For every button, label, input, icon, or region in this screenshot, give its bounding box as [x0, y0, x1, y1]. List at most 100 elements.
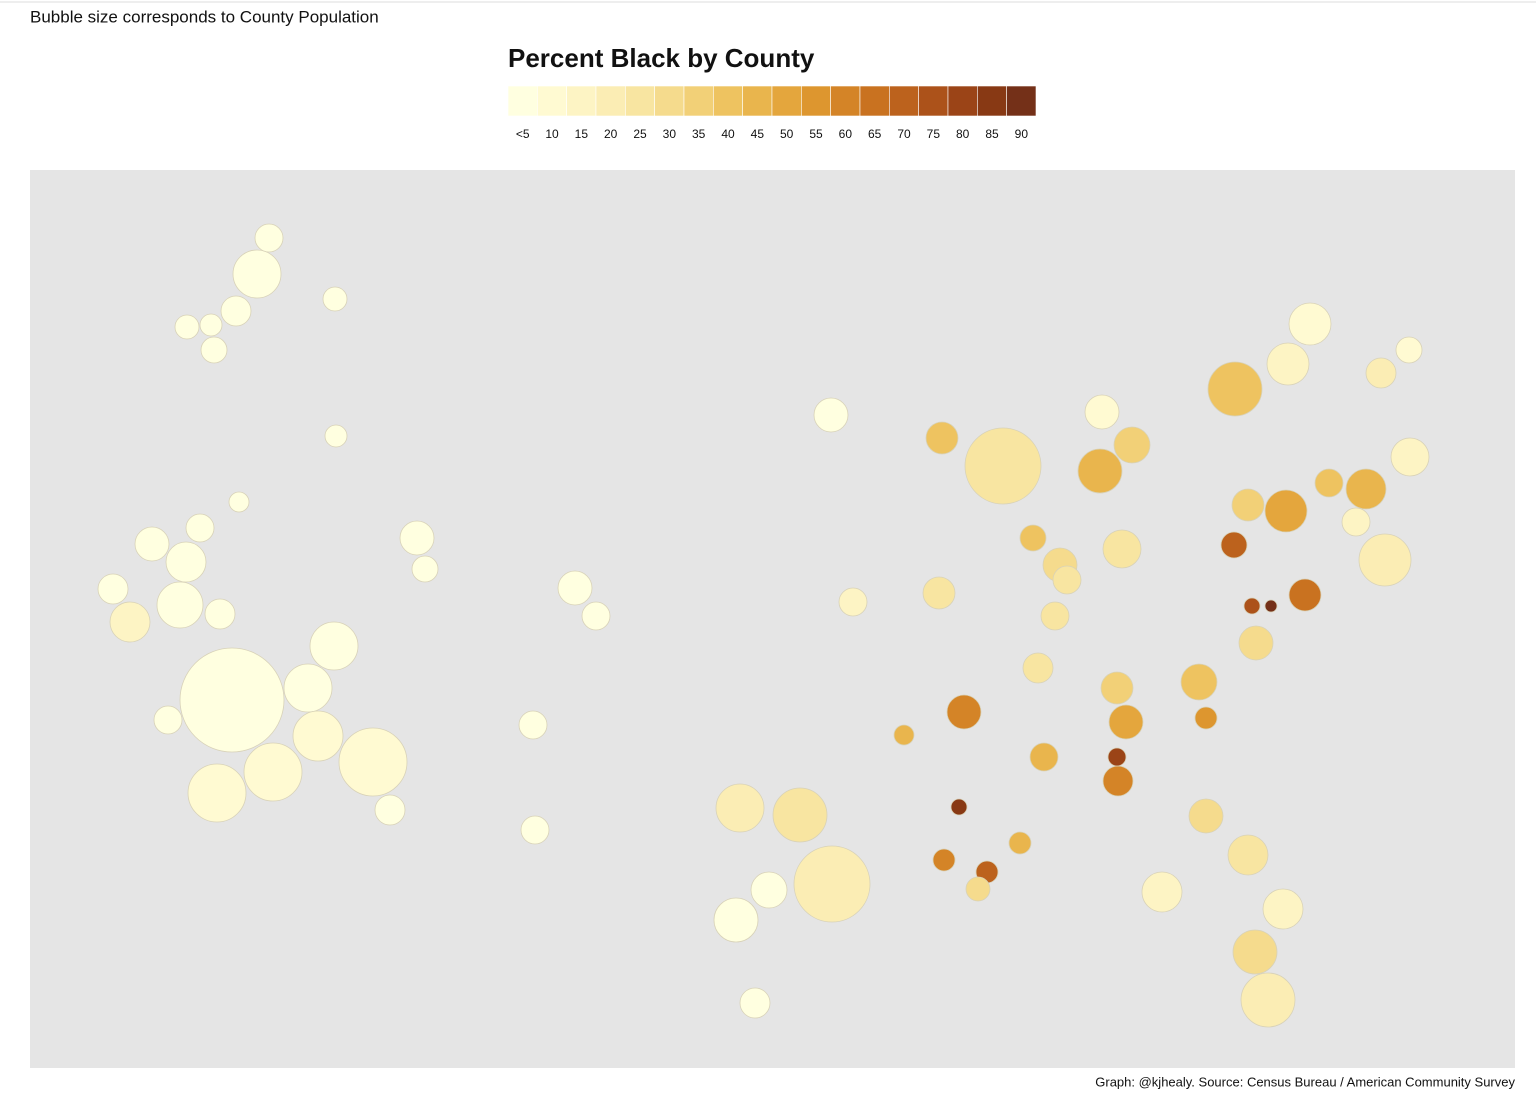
subtitle: Bubble size corresponds to County Popula… — [30, 7, 379, 26]
legend-label: 65 — [868, 127, 882, 141]
county-bubble — [1180, 663, 1218, 701]
county-bubble — [204, 598, 236, 630]
county-bubble — [1358, 533, 1412, 587]
county-bubble — [97, 573, 129, 605]
county-bubble — [1108, 704, 1144, 740]
legend-swatch — [595, 85, 626, 117]
county-bubble — [1314, 468, 1344, 498]
county-bubble — [946, 694, 982, 730]
map-panel — [30, 170, 1515, 1068]
legend-label: 20 — [604, 127, 618, 141]
legend-label: 70 — [897, 127, 911, 141]
county-bubble — [399, 520, 435, 556]
county-bubble — [1029, 742, 1059, 772]
legend-label: 80 — [956, 127, 970, 141]
legend-swatch — [889, 85, 919, 117]
caption: Graph: @kjhealy. Source: Census Bureau /… — [1095, 1074, 1515, 1089]
legend: <5 10 15 20 25 30 35 40 45 50 55 60 65 70 75 80 85 90 — [507, 85, 1037, 141]
county-bubble — [1102, 529, 1142, 569]
county-bubble — [1288, 578, 1322, 612]
county-bubble — [518, 710, 548, 740]
county-bubble — [156, 581, 204, 629]
county-bubble — [134, 526, 170, 562]
county-bubble — [1052, 565, 1082, 595]
county-bubble — [750, 871, 788, 909]
county-bubble — [772, 787, 828, 843]
county-bubble — [1084, 394, 1120, 430]
county-bubble — [199, 313, 223, 337]
legend-label: 85 — [985, 127, 999, 141]
legend-label: 25 — [633, 127, 647, 141]
legend-swatch — [801, 85, 831, 117]
county-bubble — [179, 647, 285, 753]
legend-label: 55 — [809, 127, 823, 141]
county-bubble — [292, 710, 344, 762]
legend-label: 10 — [545, 127, 559, 141]
legend-label: 75 — [927, 127, 941, 141]
legend-swatch — [830, 85, 861, 117]
county-bubble — [1113, 426, 1151, 464]
county-bubble — [1264, 599, 1278, 613]
county-bubble — [174, 314, 200, 340]
legend-swatch — [625, 85, 655, 117]
county-bubble — [1040, 601, 1070, 631]
county-bubble — [1238, 625, 1274, 661]
legend-label: 90 — [1015, 127, 1029, 141]
county-bubble — [1102, 765, 1134, 797]
county-bubble — [932, 848, 956, 872]
bubbles — [97, 223, 1430, 1028]
county-bubble — [1341, 507, 1371, 537]
county-bubble — [713, 897, 759, 943]
county-bubble — [185, 513, 215, 543]
county-bubble — [109, 601, 151, 643]
county-bubble — [1008, 831, 1032, 855]
county-bubble — [922, 576, 956, 610]
county-bubble — [1264, 489, 1308, 533]
county-bubble — [925, 421, 959, 455]
county-bubble — [1266, 342, 1310, 386]
legend-swatch — [859, 85, 890, 117]
legend-swatch — [742, 85, 773, 117]
county-bubble — [1019, 524, 1047, 552]
county-bubble — [200, 336, 228, 364]
legend-title: Percent Black by County — [508, 43, 815, 73]
county-bubble — [1207, 361, 1263, 417]
county-bubble — [715, 783, 765, 833]
county-bubble — [309, 621, 359, 671]
legend-swatch — [947, 85, 978, 117]
county-bubble — [813, 397, 849, 433]
county-bubble — [374, 794, 406, 826]
county-bubble — [254, 223, 284, 253]
county-bubble — [411, 555, 439, 583]
legend-swatch — [771, 85, 802, 117]
legend-label: 60 — [839, 127, 853, 141]
county-bubble — [1077, 448, 1123, 494]
county-bubble — [557, 570, 593, 606]
county-bubble — [243, 742, 303, 802]
county-bubble — [220, 295, 252, 327]
legend-label: 30 — [663, 127, 677, 141]
legend-swatch — [683, 85, 714, 117]
county-bubble — [950, 798, 968, 816]
legend-swatch — [537, 85, 567, 117]
county-bubble — [322, 286, 348, 312]
county-bubble — [1141, 871, 1183, 913]
legend-label: 35 — [692, 127, 706, 141]
county-bubble — [520, 815, 550, 845]
county-bubble — [1220, 531, 1248, 559]
legend-swatch — [1006, 85, 1037, 117]
county-bubble — [1395, 336, 1423, 364]
county-bubble — [187, 763, 247, 823]
county-bubble — [1345, 468, 1387, 510]
legend-label: 50 — [780, 127, 794, 141]
legend-label: <5 — [516, 127, 530, 141]
county-bubble — [1100, 671, 1134, 705]
county-bubble — [1194, 706, 1218, 730]
county-bubble — [1107, 747, 1127, 767]
legend-swatch — [507, 85, 538, 117]
county-bubble — [1390, 437, 1430, 477]
legend-swatch — [713, 85, 743, 117]
county-bubble — [232, 249, 282, 299]
legend-swatch — [566, 85, 597, 117]
